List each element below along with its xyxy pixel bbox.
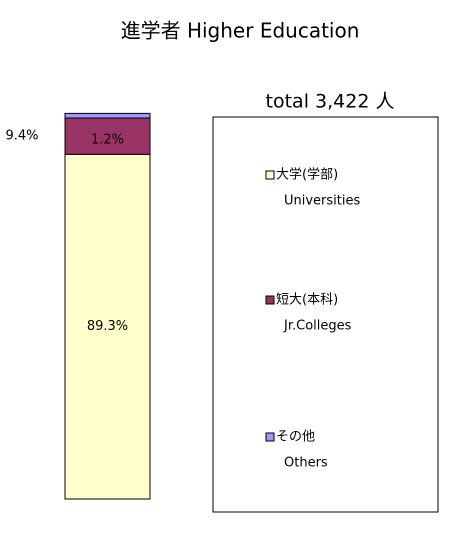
legend-label-en: Jr.Colleges	[283, 319, 352, 334]
legend-label: 大学(学部)	[276, 167, 338, 183]
legend-label-en: Universities	[284, 194, 360, 209]
data-label: 9.4%	[5, 129, 38, 144]
legend-marker	[265, 432, 275, 442]
legend-marker	[265, 170, 275, 180]
bar-segment	[64, 112, 151, 119]
data-label: 89.3%	[87, 319, 128, 334]
bar-segment	[64, 153, 151, 500]
legend-label: その他	[276, 430, 315, 445]
legend-label: 短大(本科)	[276, 293, 338, 308]
legend-label-en: Others	[284, 456, 328, 471]
chart-title: 進学者 Higher Education	[121, 19, 360, 43]
chart-subtitle: total 3,422 人	[266, 91, 395, 113]
legend-marker	[265, 295, 275, 305]
data-label: 1.2%	[91, 133, 124, 148]
legend-box	[212, 116, 439, 513]
